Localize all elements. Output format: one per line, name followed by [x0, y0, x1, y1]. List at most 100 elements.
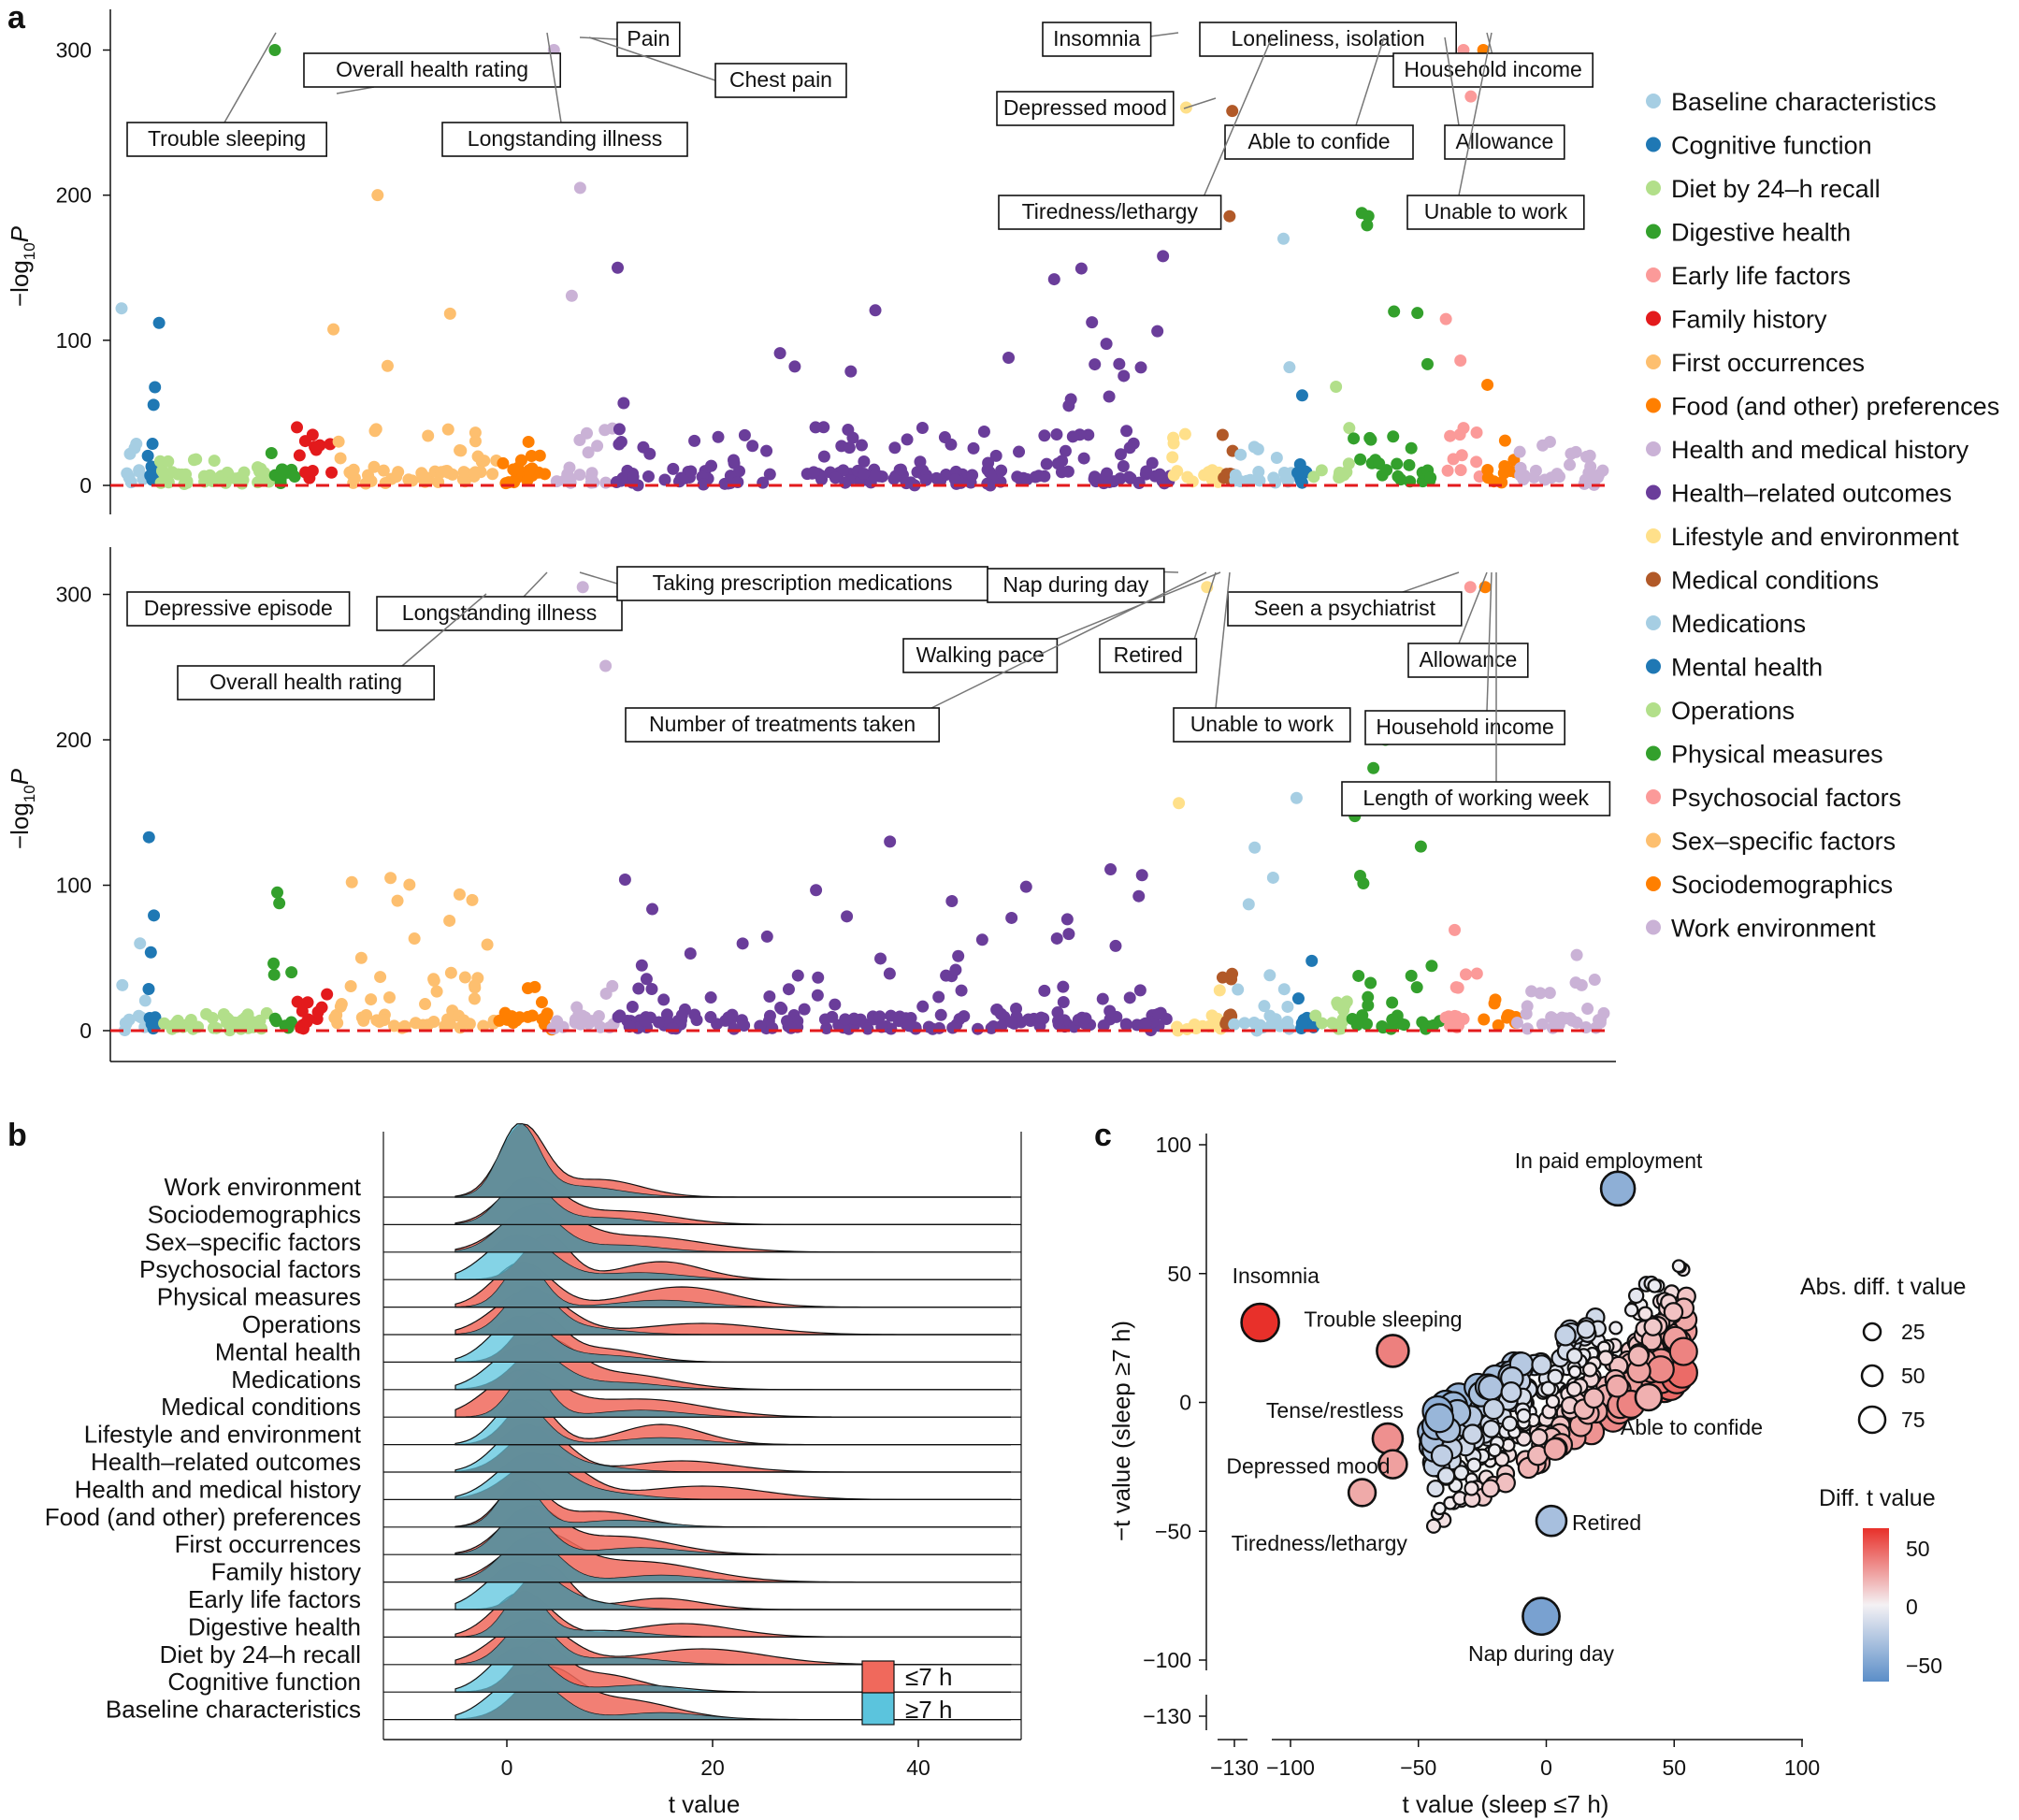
manhattan-point: [1247, 441, 1261, 454]
manhattan-point: [642, 469, 655, 483]
manhattan-point: [1348, 432, 1361, 445]
callout-label: Loneliness, isolation: [1232, 26, 1425, 51]
manhattan-point: [1157, 250, 1170, 263]
manhattan-point: [1326, 1017, 1339, 1030]
manhattan-point: [1364, 976, 1377, 989]
manhattan-point: [384, 872, 397, 885]
callout-label: Longstanding illness: [402, 600, 597, 625]
callout-label: Retired: [1114, 643, 1183, 667]
manhattan-point: [1057, 980, 1070, 993]
manhattan-point: [1267, 471, 1280, 484]
manhattan-point: [1140, 465, 1153, 478]
manhattan-point: [377, 464, 390, 477]
ridge-overlap-area: [455, 1592, 1011, 1638]
y-tick-label: 100: [56, 328, 92, 353]
legend-swatch: [1646, 94, 1661, 108]
manhattan-point: [208, 455, 221, 468]
callout-box: Household income: [1392, 32, 1594, 88]
ridge-overlap-area: [455, 1649, 1011, 1693]
legend-swatch: [1646, 484, 1661, 500]
manhattan-point: [1050, 932, 1063, 945]
scatter-point: [1637, 1306, 1653, 1322]
manhattan-point: [926, 1022, 939, 1035]
manhattan-point: [1373, 457, 1386, 470]
manhattan-point: [949, 963, 962, 976]
manhattan-point: [477, 1019, 490, 1033]
manhattan-point: [563, 461, 576, 474]
manhattan-point: [580, 426, 593, 440]
manhattan-point: [565, 289, 578, 302]
manhattan-point: [345, 875, 358, 888]
manhattan-point: [763, 468, 776, 481]
manhattan-point: [1074, 262, 1088, 275]
manhattan-point: [1234, 448, 1247, 461]
manhattan-point: [332, 435, 345, 448]
manhattan-point: [1019, 880, 1032, 893]
manhattan-point: [1134, 361, 1147, 374]
manhattan-point: [1330, 380, 1343, 393]
size-legend: Abs. diff. t value 25 50 75: [1800, 1274, 1966, 1435]
callout-box: Length of working week: [1341, 572, 1611, 816]
manhattan-point: [347, 463, 360, 476]
manhattan-point: [887, 472, 901, 485]
legend-swatch-short-sleep: [861, 1660, 895, 1694]
manhattan-point: [1082, 428, 1095, 441]
color-legend-title: Diff. t value: [1819, 1485, 1936, 1511]
manhattan-point: [958, 1010, 971, 1023]
scatter-point: [1430, 1444, 1454, 1467]
manhattan-point: [1114, 448, 1127, 461]
callout-box: Overall health rating: [303, 52, 562, 94]
x-tick-label: 100: [1784, 1755, 1820, 1780]
manhattan-point: [390, 470, 403, 484]
manhattan-point: [1295, 389, 1308, 402]
size-legend-label-25: 25: [1901, 1320, 1925, 1344]
manhattan-point: [310, 443, 323, 456]
scatter-point-label: Able to confide: [1621, 1415, 1763, 1439]
manhattan-point: [839, 1013, 852, 1026]
manhattan-point: [1521, 1000, 1534, 1013]
manhattan-point: [728, 456, 741, 469]
manhattan-point: [200, 1007, 213, 1020]
scatter-point: [1671, 1259, 1686, 1274]
manhattan-point: [539, 468, 552, 481]
scatter-point: [1466, 1457, 1482, 1473]
scatter-point: [1540, 1380, 1556, 1396]
manhattan-point: [1248, 841, 1262, 854]
callout-label: Chest pain: [729, 67, 832, 92]
manhattan-point: [705, 459, 718, 472]
ridge-category-label: Food (and other) preferences: [45, 1503, 361, 1531]
x-tick-label: 0: [1540, 1755, 1552, 1780]
manhattan-point: [632, 982, 645, 995]
manhattan-point: [273, 897, 286, 910]
manhattan-point: [486, 468, 499, 481]
manhattan-point: [858, 467, 871, 480]
manhattan-point: [591, 440, 604, 453]
callout-label: Unable to work: [1190, 712, 1334, 736]
scatter-point: [1627, 1345, 1650, 1367]
manhattan-point: [439, 1019, 452, 1033]
legend-item-label: Psychosocial factors: [1671, 784, 1901, 812]
legend-swatch: [1646, 658, 1661, 674]
manhattan-point: [381, 359, 394, 372]
manhattan-point: [1100, 338, 1113, 351]
ridge-category-label: Health–related outcomes: [91, 1448, 361, 1476]
manhattan-point: [1242, 898, 1255, 911]
ridge-category-label: Sex–specific factors: [145, 1228, 361, 1256]
scatter-point: [1480, 1479, 1500, 1498]
callout-box: Chest pain: [588, 36, 847, 98]
manhattan-point: [442, 466, 455, 479]
color-legend-label-0: 0: [1906, 1595, 1918, 1619]
manhattan-point: [657, 993, 671, 1006]
scatter-point: [1425, 1518, 1442, 1534]
manhattan-point: [1224, 1008, 1237, 1021]
manhattan-point: [144, 469, 157, 482]
ridge-overlap-area: [455, 1372, 1011, 1418]
manhattan-point: [1005, 911, 1018, 924]
manhattan-point: [1478, 1013, 1491, 1026]
manhattan-point: [773, 347, 786, 360]
scatter-point-label: Tiredness/lethargy: [1232, 1531, 1408, 1555]
size-legend-circle-small: [1862, 1322, 1882, 1342]
manhattan-point: [1580, 450, 1594, 463]
manhattan-point: [142, 982, 155, 995]
scatter-labeled-point: [1371, 1422, 1405, 1455]
